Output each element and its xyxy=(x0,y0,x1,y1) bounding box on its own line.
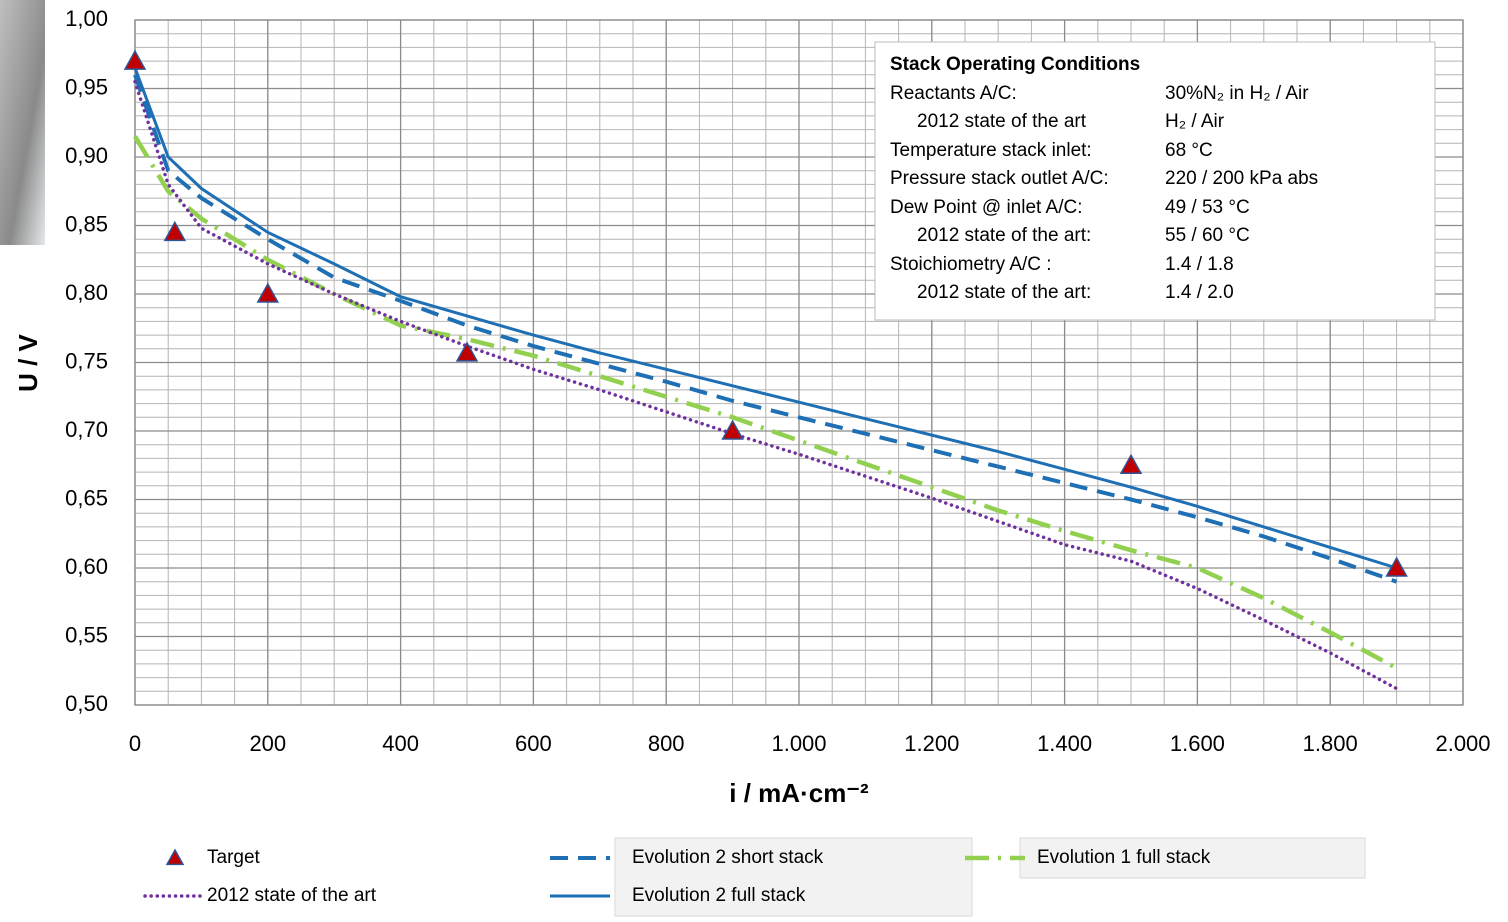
legend-label: Evolution 2 short stack xyxy=(632,847,824,868)
x-axis-title: i / mA·cm⁻² xyxy=(729,778,869,808)
legend-box xyxy=(614,837,973,917)
grid: 0 200 400 600 800 1.000 1.200 1.400 1.600 1.800 2.… xyxy=(65,6,1490,756)
y-tick-label: 0,90 xyxy=(65,143,108,168)
y-tick-label: 0,65 xyxy=(65,485,108,510)
series-line xyxy=(133,74,1398,584)
y-tick-label: 0,55 xyxy=(65,622,108,647)
legend-symbol xyxy=(165,848,185,866)
conditions-bg xyxy=(874,41,1436,321)
condition-value: 220 / 200 kPa abs xyxy=(1165,168,1318,189)
y-tick-label: 0,75 xyxy=(65,348,108,373)
legend: Target Evolution 2 short stack Evolution 1… xyxy=(143,847,1211,906)
legend-label: 2012 state of the art xyxy=(207,885,377,906)
y-tick-label: 0,60 xyxy=(65,554,108,579)
x-tick-label: 1.800 xyxy=(1303,731,1358,756)
marker xyxy=(256,282,280,303)
condition-value: H₂ / Air xyxy=(1165,111,1225,132)
marker xyxy=(123,49,147,70)
legend-label: Evolution 2 full stack xyxy=(632,885,806,906)
condition-value: 30%N₂ in H₂ / Air xyxy=(1165,83,1309,104)
y-tick-label: 0,95 xyxy=(65,74,108,99)
condition-label: Reactants A/C: xyxy=(890,83,1017,104)
condition-value: 49 / 53 °C xyxy=(1165,197,1250,218)
x-tick-label: 1.200 xyxy=(904,731,959,756)
conditions-box: Stack Operating Conditions Reactants A/C… xyxy=(874,41,1436,321)
x-tick-label: 0 xyxy=(129,731,141,756)
condition-label: Pressure stack outlet A/C: xyxy=(890,168,1109,189)
photo-fragment xyxy=(0,0,45,245)
x-tick-label: 800 xyxy=(648,731,685,756)
marker xyxy=(455,341,479,362)
y-tick-label: 0,85 xyxy=(65,211,108,236)
y-tick-label: 0,70 xyxy=(65,417,108,442)
x-tick-label: 1.000 xyxy=(771,731,826,756)
conditions-title: Stack Operating Conditions xyxy=(890,54,1140,75)
condition-label: 2012 state of the art: xyxy=(917,282,1091,303)
y-tick-label: 0,50 xyxy=(65,691,108,716)
plot-border xyxy=(134,19,1464,706)
legend-label: Target xyxy=(207,847,261,868)
x-tick-label: 400 xyxy=(382,731,419,756)
plot xyxy=(123,49,1408,691)
condition-label: Stoichiometry A/C : xyxy=(890,254,1052,275)
x-tick-label: 200 xyxy=(249,731,286,756)
series-line xyxy=(133,135,1398,670)
series-line xyxy=(133,67,1398,570)
condition-value: 1.4 / 2.0 xyxy=(1165,282,1234,303)
condition-value: 1.4 / 1.8 xyxy=(1165,254,1234,275)
condition-value: 68 °C xyxy=(1165,140,1213,161)
y-tick-label: 1,00 xyxy=(65,6,108,31)
condition-label: Dew Point @ inlet A/C: xyxy=(890,197,1082,218)
condition-label: 2012 state of the art: xyxy=(917,225,1091,246)
x-tick-label: 1.400 xyxy=(1037,731,1092,756)
marker xyxy=(163,220,187,242)
x-tick-label: 1.600 xyxy=(1170,731,1225,756)
legend-label: Evolution 1 full stack xyxy=(1037,847,1211,868)
marker xyxy=(1119,453,1143,474)
condition-label: Temperature stack inlet: xyxy=(890,140,1092,161)
y-axis-title: U / V xyxy=(13,333,43,391)
condition-label: 2012 state of the art xyxy=(917,111,1087,132)
marker xyxy=(721,419,744,440)
condition-value: 55 / 60 °C xyxy=(1165,225,1250,246)
marker xyxy=(1385,556,1408,577)
x-tick-label: 600 xyxy=(515,731,552,756)
x-tick-label: 2.000 xyxy=(1435,731,1490,756)
y-tick-label: 0,80 xyxy=(65,280,108,305)
